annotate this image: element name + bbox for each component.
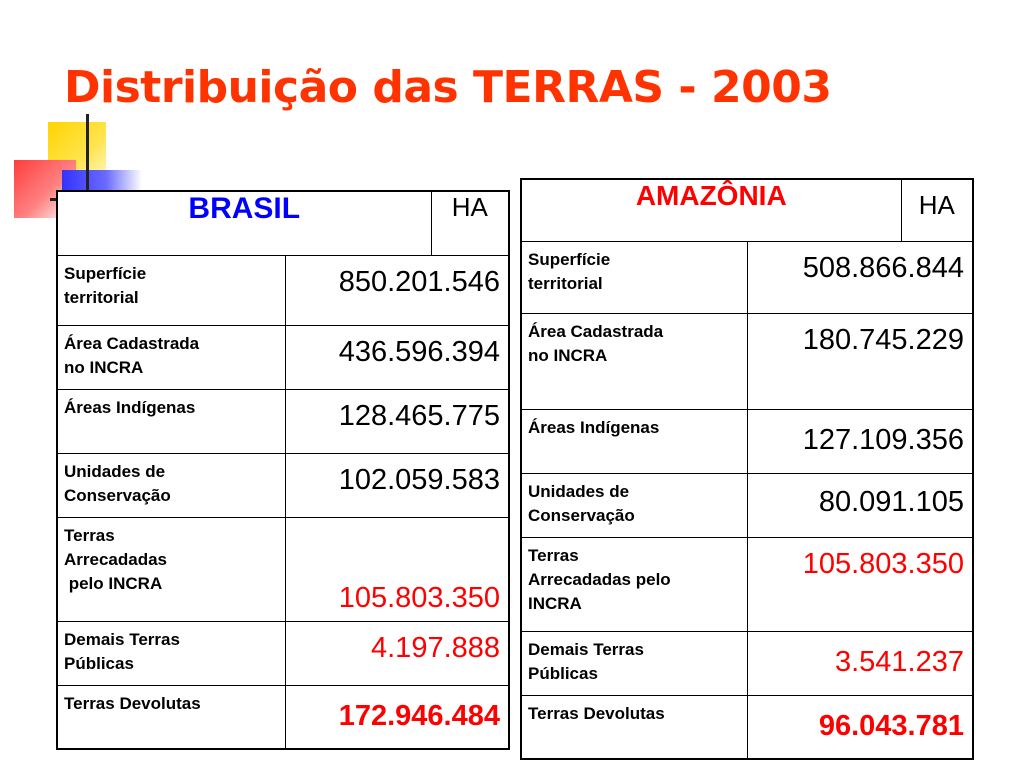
- brasil-header-name: BRASIL: [56, 190, 432, 256]
- row-value: 3.541.237: [746, 630, 974, 696]
- row-label: Superfície territorial: [56, 254, 286, 326]
- table-row: Terras Arrecadadas pelo INCRA 105.803.35…: [56, 516, 510, 622]
- row-value: 80.091.105: [746, 472, 974, 538]
- row-value: 4.197.888: [284, 620, 510, 686]
- table-row: Áreas Indígenas 128.465.775: [56, 388, 510, 454]
- row-value: 105.803.350: [746, 536, 974, 632]
- brasil-header-row: BRASIL HA: [56, 190, 510, 256]
- row-label: Terras Devolutas: [520, 694, 748, 760]
- amazonia-header-name: AMAZÔNIA: [520, 178, 902, 242]
- row-label: Área Cadastrada no INCRA: [56, 324, 286, 390]
- amazonia-header-row: AMAZÔNIA HA: [520, 178, 974, 242]
- row-value: 850.201.546: [284, 254, 510, 326]
- table-row: Superfície territorial 508.866.844: [520, 240, 974, 314]
- row-label: Área Cadastrada no INCRA: [520, 312, 748, 410]
- table-row: Áreas Indígenas 127.109.356: [520, 408, 974, 474]
- row-label: Áreas Indígenas: [520, 408, 748, 474]
- vertical-line-shape: [86, 114, 89, 226]
- row-label: Demais Terras Públicas: [520, 630, 748, 696]
- row-label: Terras Arrecadadas pelo INCRA: [520, 536, 748, 632]
- table-row: Superfície territorial 850.201.546: [56, 254, 510, 326]
- table-row: Terras Devolutas 172.946.484: [56, 684, 510, 750]
- row-label: Demais Terras Públicas: [56, 620, 286, 686]
- row-value: 105.803.350: [284, 516, 510, 622]
- row-value: 96.043.781: [746, 694, 974, 760]
- row-value: 128.465.775: [284, 388, 510, 454]
- row-label: Unidades de Conservação: [56, 452, 286, 518]
- table-row: Área Cadastrada no INCRA 436.596.394: [56, 324, 510, 390]
- row-label: Superfície territorial: [520, 240, 748, 314]
- amazonia-table: AMAZÔNIA HA Superfície territorial 508.8…: [520, 178, 974, 760]
- table-row: Área Cadastrada no INCRA 180.745.229: [520, 312, 974, 410]
- slide-title: Distribuição das TERRAS - 2003: [64, 62, 832, 113]
- table-row: Terras Arrecadadas pelo INCRA 105.803.35…: [520, 536, 974, 632]
- table-row: Demais Terras Públicas 3.541.237: [520, 630, 974, 696]
- brasil-table: BRASIL HA Superfície territorial 850.201…: [56, 190, 511, 750]
- table-row: Demais Terras Públicas 4.197.888: [56, 620, 510, 686]
- row-label: Terras Devolutas: [56, 684, 286, 750]
- table-row: Unidades de Conservação 102.059.583: [56, 452, 510, 518]
- row-label: Unidades de Conservação: [520, 472, 748, 538]
- row-label: Áreas Indígenas: [56, 388, 286, 454]
- row-value: 508.866.844: [746, 240, 974, 314]
- row-value: 172.946.484: [284, 684, 510, 750]
- row-value: 180.745.229: [746, 312, 974, 410]
- brasil-header-unit: HA: [430, 190, 510, 256]
- row-value: 436.596.394: [284, 324, 510, 390]
- row-label: Terras Arrecadadas pelo INCRA: [56, 516, 286, 622]
- row-value: 127.109.356: [746, 408, 974, 474]
- table-row: Unidades de Conservação 80.091.105: [520, 472, 974, 538]
- table-row: Terras Devolutas 96.043.781: [520, 694, 974, 760]
- row-value: 102.059.583: [284, 452, 510, 518]
- amazonia-header-unit: HA: [900, 178, 974, 242]
